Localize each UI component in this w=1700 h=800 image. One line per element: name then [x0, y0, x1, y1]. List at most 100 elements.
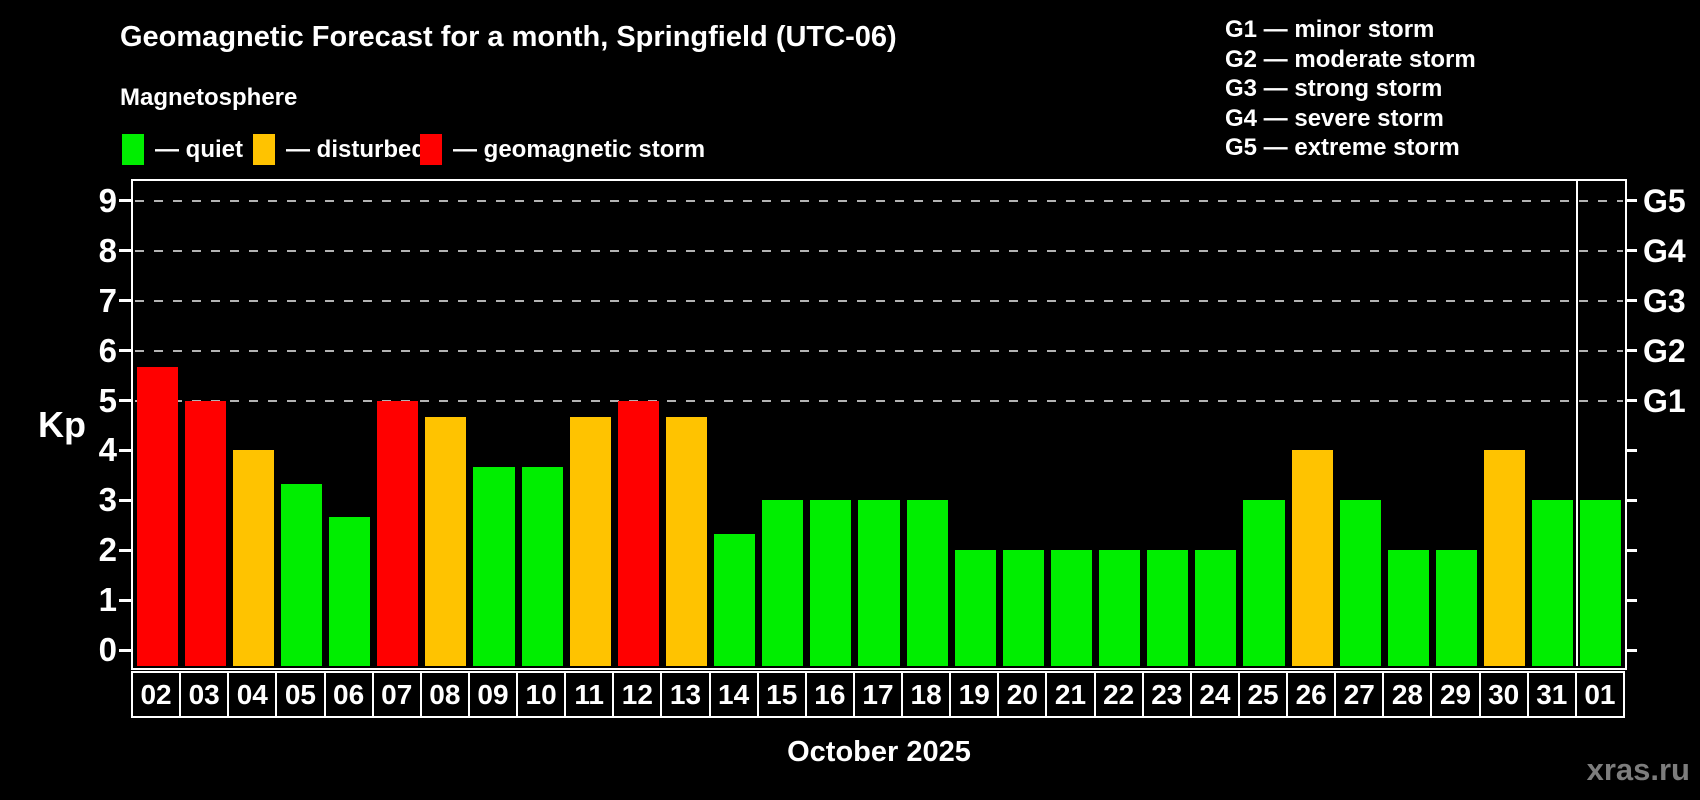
y-tick-right-9 — [1625, 199, 1637, 203]
kp-bar-day-10 — [521, 466, 563, 666]
kp-bar-day-28 — [1387, 550, 1429, 666]
day-label-04: 04 — [227, 671, 278, 718]
kp-bar-day-06 — [329, 516, 371, 666]
day-label-17: 17 — [852, 671, 904, 718]
kp-bar-day-22 — [1099, 550, 1141, 666]
y-tick-label-9: 9 — [98, 181, 117, 219]
y-tick-left-9 — [119, 199, 131, 203]
legend-item-disturbed: — disturbed — [253, 134, 426, 165]
day-label-19: 19 — [949, 671, 1000, 718]
day-label-23: 23 — [1141, 671, 1192, 718]
kp-bar-day-23 — [1147, 550, 1189, 666]
y-tick-left-8 — [119, 249, 131, 253]
day-label-28: 28 — [1382, 671, 1433, 718]
y-tick-label-8: 8 — [98, 231, 117, 269]
storm-scale-item-g4: G4 — severe storm — [1225, 104, 1444, 132]
g-level-label-g5: G5 — [1643, 182, 1686, 219]
kp-bar-day-01 — [1580, 500, 1622, 666]
kp-bar-day-05 — [280, 483, 322, 666]
y-tick-left-2 — [119, 548, 131, 552]
y-tick-left-6 — [119, 349, 131, 353]
day-label-22: 22 — [1093, 671, 1144, 718]
gridline-kp7 — [135, 299, 1623, 302]
storm-scale-item-g2: G2 — moderate storm — [1225, 45, 1476, 73]
y-tick-left-1 — [119, 598, 131, 602]
day-label-02: 02 — [131, 671, 182, 718]
day-label-11: 11 — [564, 671, 615, 718]
y-tick-left-5 — [119, 399, 131, 403]
day-label-21: 21 — [1045, 671, 1096, 718]
day-label-18: 18 — [901, 671, 952, 718]
kp-bar-day-16 — [810, 500, 852, 666]
kp-bar-day-20 — [1002, 550, 1044, 666]
y-tick-label-2: 2 — [98, 531, 117, 569]
kp-bar-day-19 — [954, 550, 996, 666]
disturbed-color-swatch — [253, 134, 275, 165]
day-label-30: 30 — [1478, 671, 1529, 718]
g-level-label-g1: G1 — [1643, 382, 1686, 419]
y-tick-right-3 — [1625, 498, 1637, 502]
x-axis-title: October 2025 — [787, 736, 971, 768]
storm-scale-item-g3: G3 — strong storm — [1225, 75, 1443, 102]
kp-bar-day-04 — [232, 450, 274, 666]
kp-bar-day-03 — [184, 400, 226, 666]
day-label-25: 25 — [1237, 671, 1289, 718]
y-tick-label-4: 4 — [98, 431, 117, 469]
kp-bar-day-25 — [1243, 500, 1285, 666]
kp-bar-day-13 — [665, 417, 708, 666]
day-label-09: 09 — [467, 671, 519, 718]
y-tick-label-6: 6 — [98, 331, 117, 369]
day-label-14: 14 — [708, 671, 759, 718]
kp-bar-day-09 — [473, 466, 515, 666]
legend-label-disturbed: — disturbed — [286, 136, 427, 163]
y-tick-left-3 — [119, 498, 131, 502]
kp-bar-day-02 — [136, 367, 178, 666]
y-tick-left-0 — [119, 648, 131, 652]
y-tick-label-7: 7 — [98, 281, 117, 319]
day-label-01: 01 — [1574, 671, 1625, 718]
day-label-05: 05 — [275, 671, 326, 718]
plot-area — [131, 179, 1627, 670]
day-label-26: 26 — [1286, 671, 1337, 718]
kp-bar-day-07 — [377, 400, 419, 666]
day-label-12: 12 — [612, 671, 663, 718]
y-tick-right-4 — [1625, 448, 1637, 452]
legend-item-storm: — geomagnetic storm — [420, 134, 705, 165]
kp-bar-day-24 — [1195, 550, 1237, 666]
kp-bar-day-11 — [569, 417, 611, 666]
kp-bar-day-21 — [1050, 550, 1093, 666]
month-boundary-line — [1575, 181, 1578, 666]
kp-bar-day-27 — [1339, 500, 1381, 666]
y-tick-left-7 — [119, 299, 131, 303]
day-label-07: 07 — [371, 671, 422, 718]
gridline-kp8 — [135, 249, 1623, 252]
day-label-24: 24 — [1189, 671, 1240, 718]
storm-scale-item-g5: G5 — extreme storm — [1225, 134, 1460, 161]
day-label-16: 16 — [804, 671, 855, 718]
day-label-27: 27 — [1334, 671, 1385, 718]
day-label-13: 13 — [660, 671, 711, 718]
y-tick-right-6 — [1625, 349, 1637, 353]
legend-label-storm: — geomagnetic storm — [453, 136, 706, 163]
y-tick-right-2 — [1625, 548, 1637, 552]
legend-item-quiet: — quiet — [122, 134, 243, 165]
storm-scale-legend: G1 — minor storm G2 — moderate storm G3 … — [1225, 15, 1476, 163]
watermark: xras.ru — [1586, 752, 1690, 787]
day-label-03: 03 — [179, 671, 230, 718]
y-tick-label-1: 1 — [98, 581, 117, 619]
y-tick-label-3: 3 — [98, 481, 117, 519]
day-label-31: 31 — [1526, 671, 1577, 718]
gridline-kp9 — [135, 199, 1623, 202]
storm-color-swatch — [420, 134, 442, 165]
y-tick-right-7 — [1625, 299, 1637, 303]
day-label-06: 06 — [323, 671, 374, 718]
day-label-29: 29 — [1430, 671, 1481, 718]
kp-bar-day-14 — [714, 533, 756, 666]
y-tick-left-4 — [119, 448, 131, 452]
y-tick-label-0: 0 — [98, 631, 117, 669]
kp-bar-day-15 — [762, 500, 804, 666]
day-label-15: 15 — [756, 671, 807, 718]
day-label-08: 08 — [419, 671, 470, 718]
kp-bar-day-30 — [1484, 450, 1526, 666]
